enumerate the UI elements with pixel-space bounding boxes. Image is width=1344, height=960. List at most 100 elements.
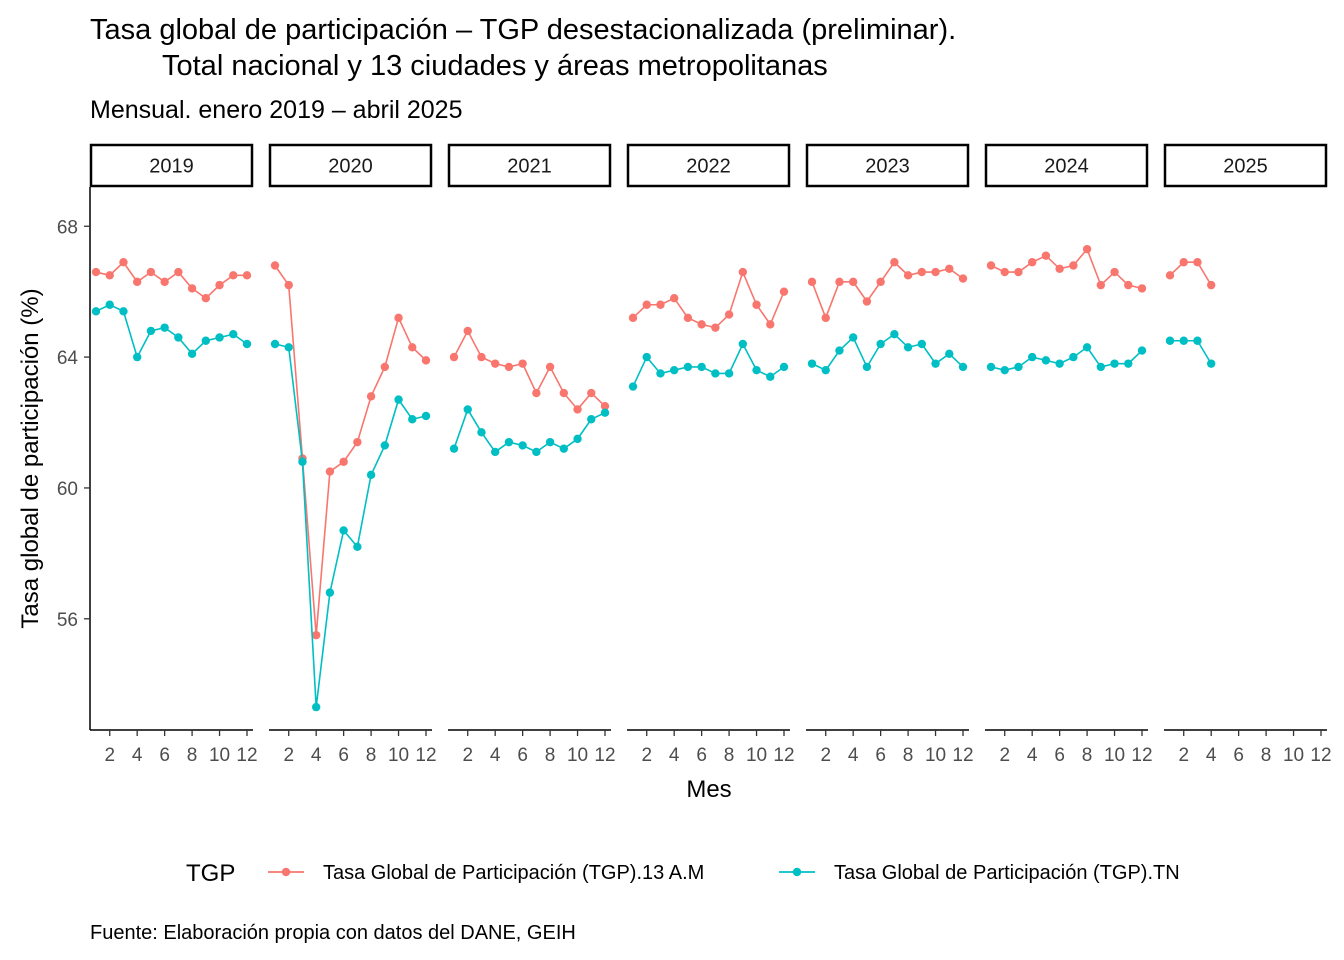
legend-label: Tasa Global de Participación (TGP).TN xyxy=(834,862,1180,884)
y-tick-label: 60 xyxy=(57,479,78,500)
data-point-1-2019-2 xyxy=(105,271,114,280)
x-tick-label: 8 xyxy=(187,745,198,766)
data-point-1-2020-11 xyxy=(408,343,417,352)
data-point-1-2022-10 xyxy=(752,300,761,309)
facet-strip-2023 xyxy=(805,143,970,188)
data-point-2-2021-12 xyxy=(600,408,610,417)
data-point-1-2019-9 xyxy=(201,294,211,303)
data-point-1-2021-2 xyxy=(463,326,472,336)
data-point-1-2022-5 xyxy=(683,313,693,323)
series-line-2-2023 xyxy=(811,333,964,372)
data-point-2-2020-6 xyxy=(339,526,348,535)
legend-key-point xyxy=(792,867,802,877)
data-point-2-2020-9 xyxy=(380,441,390,450)
data-point-2-2025-2 xyxy=(1179,336,1188,345)
data-point-1-2020-2 xyxy=(284,280,293,290)
data-point-2-2022-4 xyxy=(669,365,679,375)
data-point-1-2023-4 xyxy=(848,277,858,287)
x-tick-label: 8 xyxy=(545,745,556,766)
x-axis-title: Mes xyxy=(686,776,731,803)
data-point-1-2024-8 xyxy=(1082,244,1092,254)
legend-key-point xyxy=(281,867,291,877)
data-point-2-2020-2 xyxy=(284,343,293,352)
data-point-1-2024-4 xyxy=(1027,258,1037,267)
x-tick-label: 10 xyxy=(567,745,588,766)
data-point-1-2025-3 xyxy=(1193,258,1202,267)
series-line-1-2019 xyxy=(95,261,247,300)
data-point-1-2024-9 xyxy=(1096,280,1106,290)
data-point-2-2021-10 xyxy=(573,434,582,444)
data-point-2-2024-7 xyxy=(1069,352,1078,362)
data-point-2-2019-6 xyxy=(160,323,169,332)
data-point-2-2024-9 xyxy=(1096,362,1106,372)
data-point-2-2021-11 xyxy=(587,415,596,424)
data-point-1-2024-5 xyxy=(1041,251,1051,260)
facet-strip-2022 xyxy=(626,143,791,188)
chart-caption: Fuente: Elaboración propia con datos del… xyxy=(90,922,576,944)
x-tick-label: 4 xyxy=(490,745,501,766)
data-point-2-2023-9 xyxy=(917,339,927,349)
x-tick-label: 12 xyxy=(1131,745,1152,766)
facet-label-2025: 2025 xyxy=(1223,156,1268,178)
data-point-2-2021-2 xyxy=(463,405,472,414)
data-point-2-2025-1 xyxy=(1165,336,1175,345)
data-point-2-2020-1 xyxy=(270,339,280,349)
data-point-2-2023-4 xyxy=(848,333,858,342)
data-point-1-2024-2 xyxy=(1000,267,1009,277)
facet-label-2020: 2020 xyxy=(328,156,373,178)
data-point-2-2020-3 xyxy=(298,457,307,466)
data-point-1-2021-3 xyxy=(477,352,486,362)
x-tick-label: 8 xyxy=(724,745,735,766)
data-point-1-2024-12 xyxy=(1137,284,1147,293)
x-tick-label: 2 xyxy=(820,745,831,766)
x-tick-label: 6 xyxy=(338,745,349,766)
data-point-1-2021-10 xyxy=(573,405,582,414)
data-point-1-2025-2 xyxy=(1179,258,1188,267)
legend-item-2: Tasa Global de Participación (TGP).TN xyxy=(779,862,1180,884)
data-point-1-2023-1 xyxy=(807,277,817,287)
data-point-1-2020-12 xyxy=(421,356,431,365)
data-point-1-2019-5 xyxy=(146,267,156,277)
data-point-2-2020-10 xyxy=(394,395,403,404)
series-line-2-2024 xyxy=(990,346,1143,372)
x-tick-label: 8 xyxy=(1261,745,1272,766)
legend-title: TGP xyxy=(186,860,235,887)
series-line-2-2019 xyxy=(95,303,248,360)
x-tick-label: 10 xyxy=(1283,745,1304,766)
data-point-1-2021-6 xyxy=(518,359,527,368)
data-point-1-2023-12 xyxy=(958,274,968,283)
data-point-2-2024-5 xyxy=(1041,356,1051,365)
x-tick-label: 2 xyxy=(999,745,1010,766)
facet-strip-2019 xyxy=(89,143,254,188)
x-tick-label: 6 xyxy=(875,745,886,766)
data-point-2-2024-4 xyxy=(1027,352,1037,362)
data-point-1-2020-5 xyxy=(325,467,335,476)
data-point-2-2022-6 xyxy=(697,362,706,372)
data-point-2-2019-8 xyxy=(187,349,197,359)
x-tick-label: 6 xyxy=(159,745,170,766)
data-point-1-2019-7 xyxy=(174,267,183,277)
y-tick-label: 56 xyxy=(57,610,78,631)
data-point-1-2019-1 xyxy=(91,267,101,277)
data-point-1-2024-1 xyxy=(986,261,996,270)
data-point-2-2021-3 xyxy=(477,428,486,437)
x-tick-label: 4 xyxy=(132,745,143,766)
x-tick-label: 6 xyxy=(696,745,707,766)
data-point-2-2020-8 xyxy=(366,470,376,480)
data-point-2-2019-2 xyxy=(105,300,114,309)
facet-strip-2024 xyxy=(984,143,1149,188)
data-point-1-2019-10 xyxy=(215,280,224,290)
data-point-2-2021-1 xyxy=(449,444,459,453)
data-point-2-2025-3 xyxy=(1193,336,1202,345)
data-point-2-2023-1 xyxy=(807,359,817,368)
chart-title-line2: Total nacional y 13 ciudades y áreas met… xyxy=(162,50,828,82)
x-tick-label: 4 xyxy=(1206,745,1217,766)
y-tick-label: 68 xyxy=(57,217,78,238)
data-point-1-2022-7 xyxy=(711,323,720,332)
data-point-2-2021-5 xyxy=(504,437,514,447)
facet-strip-2025 xyxy=(1163,143,1328,188)
data-point-1-2024-11 xyxy=(1124,280,1133,290)
data-point-1-2025-1 xyxy=(1165,271,1175,280)
data-point-1-2021-1 xyxy=(449,352,459,362)
data-point-2-2021-8 xyxy=(545,437,555,447)
